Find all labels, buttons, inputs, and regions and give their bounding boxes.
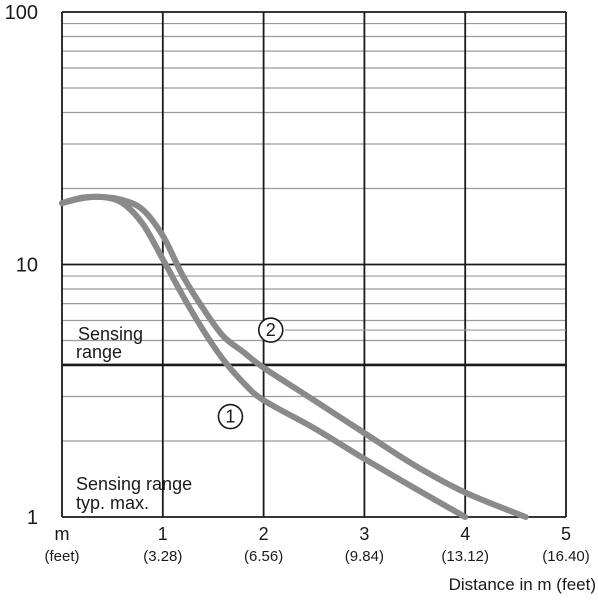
x-tick-label: 5 <box>561 524 571 544</box>
y-tick-labels: 1 10 100 <box>5 2 38 529</box>
series-marker-label-1: 1 <box>225 407 235 427</box>
x-tick-sublabel: (13.12) <box>441 548 489 565</box>
sensing-range-typ-max-line2: typ. max. <box>76 493 149 513</box>
x-tick-sublabel: (feet) <box>44 548 79 565</box>
x-tick-labels: m (feet) 1 (3.28) 2 (6.56) 3 (9.84) 4 (13.12) 5 (16… <box>44 524 589 565</box>
y-tick-label: 1 <box>27 507 38 529</box>
x-tick-label: m <box>55 524 70 544</box>
x-tick-label: 2 <box>259 524 269 544</box>
sensing-range-label-line2: range <box>76 342 122 362</box>
series-line-2 <box>59 193 529 520</box>
x-tick-sublabel: (6.56) <box>244 548 283 565</box>
x-tick-label: 3 <box>359 524 369 544</box>
sensing-range-label-line1: Sensing <box>78 324 143 344</box>
x-tick-label: 4 <box>460 524 470 544</box>
x-tick-sublabel: (9.84) <box>345 548 384 565</box>
series-marker-1 <box>217 403 244 430</box>
curves: 12 <box>59 193 566 520</box>
y-tick-label: 10 <box>16 255 38 277</box>
x-tick-sublabel: (3.28) <box>143 548 182 565</box>
series-marker-2 <box>257 317 284 343</box>
series-marker-label-2: 2 <box>266 320 276 340</box>
y-tick-label: 100 <box>5 2 38 24</box>
x-tick-label: 1 <box>158 524 168 544</box>
sensing-range-typ-max-line1: Sensing range <box>76 474 192 494</box>
x-tick-sublabel: (16.40) <box>542 548 590 565</box>
x-axis-title: Distance in m (feet) <box>449 575 596 594</box>
grid <box>61 11 567 518</box>
